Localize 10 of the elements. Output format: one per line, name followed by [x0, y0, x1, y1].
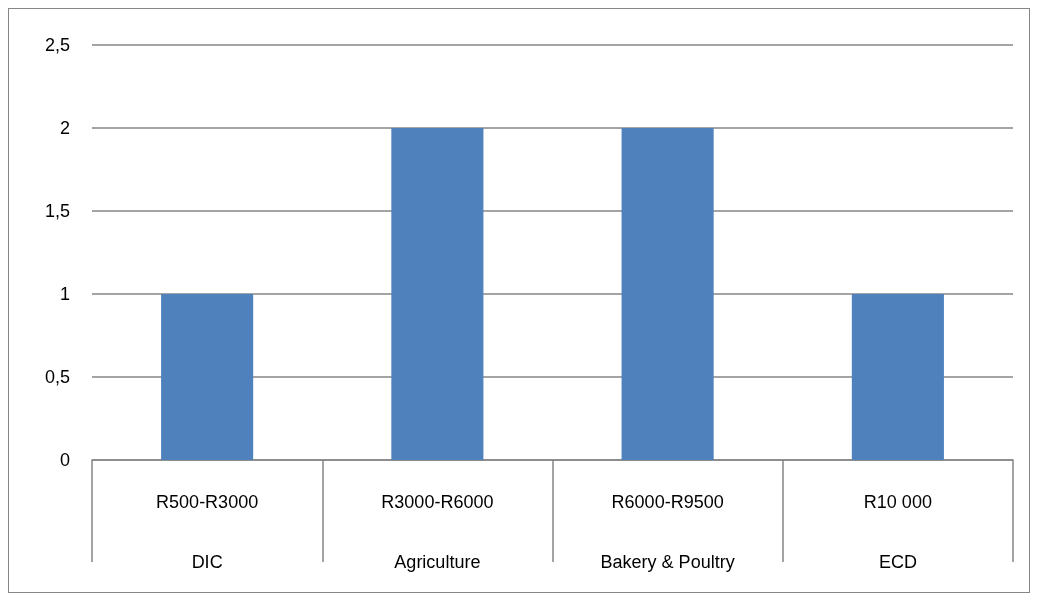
- category-label: R6000-R9500 Bakery & Poultry: [600, 492, 735, 572]
- y-tick-label: 1: [59, 284, 70, 304]
- y-tick-label: 2: [59, 118, 70, 138]
- y-tick-label: 0,5: [44, 367, 70, 387]
- category-label: R500-R3000 DIC: [156, 492, 259, 572]
- y-tick-label: 2,5: [44, 35, 70, 55]
- category-label: R3000-R6000 Agriculture: [381, 492, 494, 572]
- y-tick-label: 0: [59, 450, 70, 470]
- y-tick-label: 1,5: [44, 201, 70, 221]
- category-label: R10 000 ECD: [863, 492, 932, 572]
